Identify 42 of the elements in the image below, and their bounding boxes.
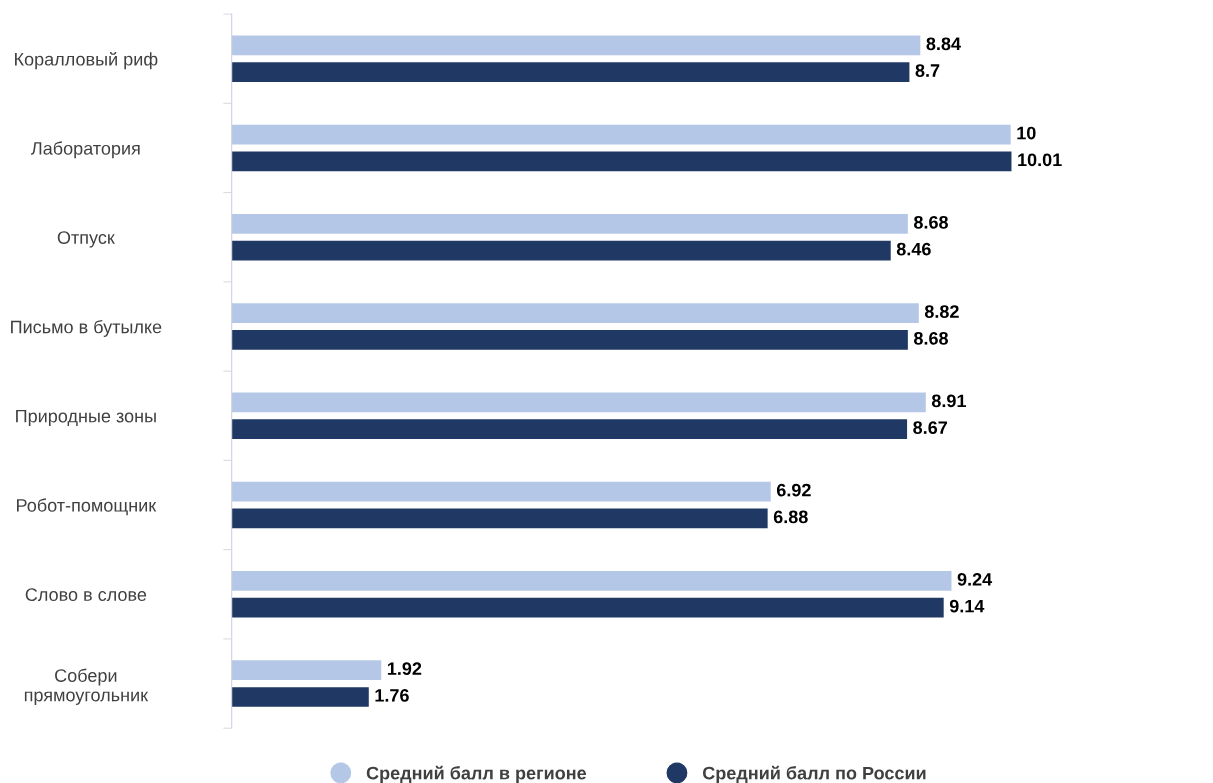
data-label: 1.92 [387,662,422,676]
y-tick-label: Отпуск [57,231,115,248]
data-label: 8.84 [926,37,961,51]
y-tick-label: Коралловый риф [15,52,158,70]
bar [231,392,926,413]
bar [231,330,908,350]
y-tick-label: Собери прямоугольник [24,668,149,705]
data-label: 10.01 [1018,153,1062,167]
legend-label: Средний балл в регионе [366,765,587,783]
bar [231,124,1011,145]
data-label: 8.46 [896,242,931,256]
bar [231,660,382,680]
y-tick-label: Слово в слове [25,588,147,602]
data-label: 8.82 [924,305,959,318]
data-label: 10 [1017,126,1036,140]
data-label: 9.24 [957,572,993,586]
bar [231,214,908,234]
bar [231,62,910,82]
data-label: 8.68 [913,331,948,345]
y-tick-label: Природные зоны [16,409,156,427]
data-label: 6.88 [773,510,808,524]
y-tick-label: Лаборатория [31,141,140,159]
bar [231,508,768,529]
bar [231,597,944,618]
bar [231,687,369,707]
bar [231,481,771,502]
data-label: 1.76 [375,689,409,702]
bar [231,571,952,591]
legend-label: Средний балл по России [702,765,926,783]
data-label: 8.68 [913,215,948,229]
data-label: 8.91 [931,394,966,408]
data-label: 9.14 [949,599,985,613]
bar [231,303,919,323]
data-label: 6.92 [776,483,811,497]
data-label: 8.7 [915,64,940,77]
y-tick-label: Письмо в бутылке [11,319,162,337]
bar [231,151,1012,172]
y-tick-label: Робот-помощник [17,498,157,516]
bar [231,240,891,261]
bar [231,35,921,56]
bar [231,419,908,439]
data-label: 8.67 [913,421,947,435]
